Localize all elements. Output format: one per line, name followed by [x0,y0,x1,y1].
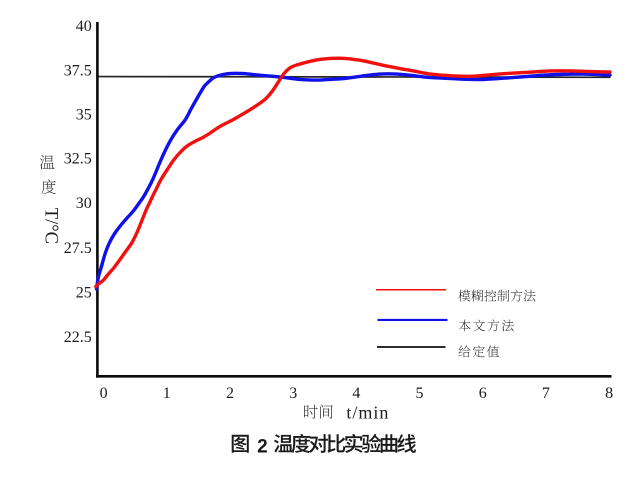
svg-text:4: 4 [352,385,360,402]
svg-text:3: 3 [289,385,297,402]
svg-text:30: 30 [76,195,92,212]
svg-text:35: 35 [76,107,92,124]
svg-text:0: 0 [100,385,108,402]
svg-text:2: 2 [257,436,268,457]
svg-text:37.5: 37.5 [64,62,92,79]
svg-text:27.5: 27.5 [64,240,92,257]
svg-text:6: 6 [479,385,487,402]
svg-text:22.5: 22.5 [64,329,92,346]
svg-text:1: 1 [163,385,171,402]
svg-text:t/min: t/min [346,403,389,423]
svg-text:2: 2 [226,385,234,402]
svg-text:8: 8 [605,385,613,402]
svg-text:5: 5 [416,385,424,402]
svg-text:40: 40 [76,18,92,35]
svg-text:32.5: 32.5 [64,150,92,167]
svg-text:T/°C: T/°C [41,208,61,244]
svg-text:25: 25 [76,285,92,302]
svg-text:7: 7 [542,385,550,402]
